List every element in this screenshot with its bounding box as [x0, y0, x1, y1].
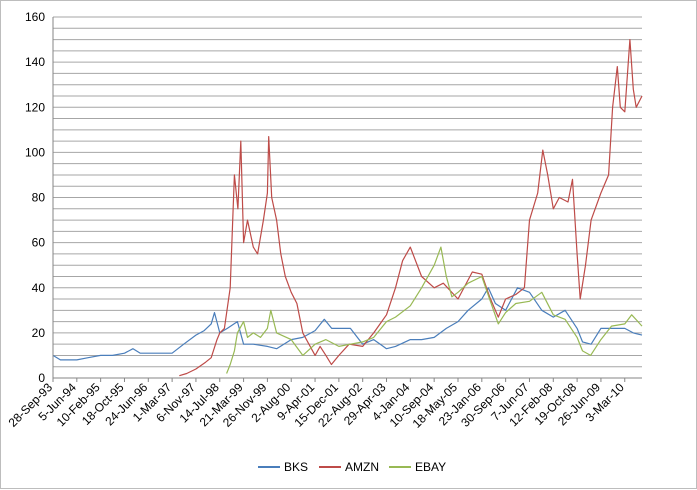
y-axis-tick-labels: 0 20 40 60 80 100 120 140 160 [25, 10, 45, 385]
legend: BKS AMZN EBAY [258, 460, 446, 474]
axes [52, 17, 642, 379]
series-line-ebay [226, 246, 643, 374]
gridlines [53, 16, 642, 379]
legend-item-ebay: EBAY [389, 460, 446, 474]
y-tick-label: 0 [38, 371, 45, 385]
legend-item-amzn: AMZN [319, 460, 379, 474]
legend-label: EBAY [415, 460, 446, 474]
y-tick-label: 60 [32, 236, 46, 250]
legend-label: BKS [284, 460, 308, 474]
y-tick-label: 160 [25, 10, 45, 24]
y-tick-label: 40 [32, 281, 46, 295]
y-tick-label: 20 [32, 326, 46, 340]
y-tick-label: 80 [32, 191, 46, 205]
y-tick-label: 100 [25, 145, 45, 159]
series-line-amzn [179, 38, 643, 377]
series-line-bks [52, 287, 643, 361]
series-lines [52, 38, 643, 377]
y-tick-label: 120 [25, 100, 45, 114]
y-tick-label: 140 [25, 55, 45, 69]
legend-item-bks: BKS [258, 460, 308, 474]
legend-label: AMZN [345, 460, 379, 474]
x-axis-tick-labels: 28-Sep-935-Jun-9410-Feb-9518-Oct-9524-Ju… [6, 378, 627, 431]
